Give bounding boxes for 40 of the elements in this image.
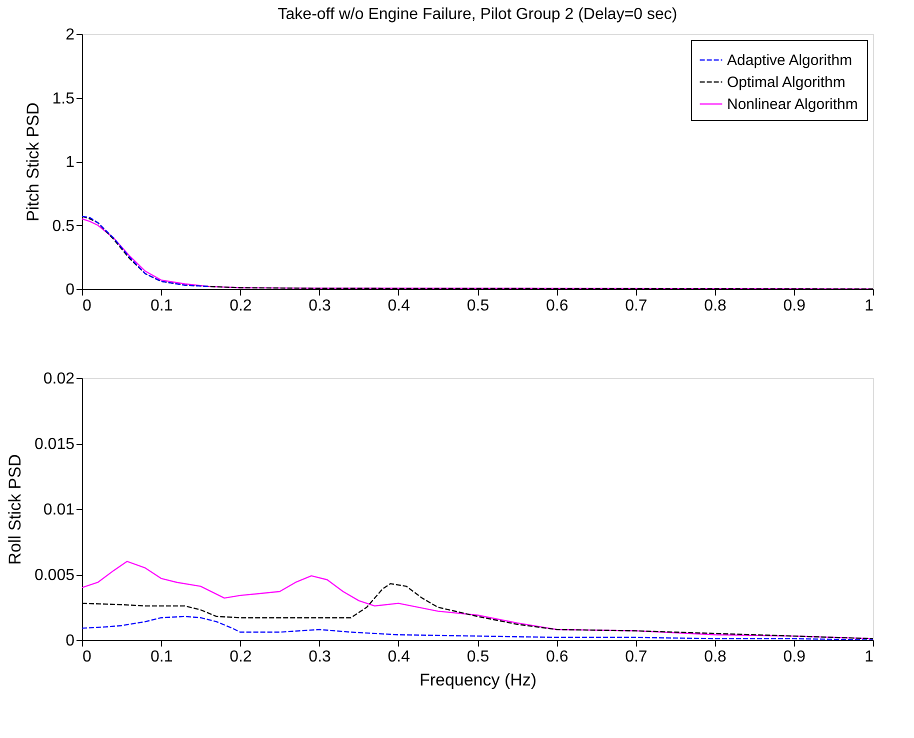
y-tick-label: 0.01 — [43, 502, 75, 518]
x-tick-label: 0.8 — [704, 648, 727, 666]
x-tick-label: 0.8 — [704, 298, 727, 314]
y-axis-title: Pitch Stick PSD — [23, 102, 42, 222]
x-tick-label: 0.6 — [546, 298, 568, 314]
line-series — [82, 216, 210, 288]
y-tick-label: 0.015 — [34, 436, 75, 453]
y-tick-label: 0 — [66, 632, 75, 650]
x-tick-label: 0.6 — [546, 648, 568, 666]
x-tick-label: 0.5 — [466, 648, 490, 666]
x-tick-label: 0 — [82, 298, 92, 314]
y-tick-label: 2 — [66, 26, 75, 44]
x-tick-label: 0.9 — [783, 648, 806, 666]
x-tick-label: 1 — [864, 298, 874, 314]
x-tick-label: 0.1 — [150, 298, 173, 314]
y-tick-label: 0.005 — [34, 567, 75, 584]
x-tick-label: 0.7 — [625, 298, 648, 314]
legend-label: Nonlinear Algorithm — [727, 96, 858, 113]
x-tick-label: 0.4 — [388, 298, 410, 314]
x-axis-title: Frequency (Hz) — [419, 670, 537, 690]
y-tick-label: 0.5 — [52, 218, 75, 235]
x-tick-label: 0.2 — [230, 648, 252, 666]
y-tick-label: 0.02 — [43, 370, 75, 388]
y-tick-label: 0 — [66, 282, 75, 298]
x-tick-label: 1 — [864, 648, 874, 666]
x-tick-label: 0 — [82, 648, 92, 666]
y-axis-title: Roll Stick PSD — [5, 454, 24, 565]
chart-title: Take-off w/o Engine Failure, Pilot Group 2 (Delay=0 sec) — [278, 6, 678, 23]
x-tick-label: 0.7 — [625, 648, 648, 666]
x-tick-label: 0.3 — [308, 298, 332, 314]
x-tick-label: 0.1 — [150, 648, 173, 666]
x-tick-label: 0.4 — [388, 648, 410, 666]
x-tick-label: 0.2 — [230, 298, 252, 314]
legend-label: Optimal Algorithm — [727, 74, 846, 91]
x-tick-label: 0.5 — [466, 298, 490, 314]
x-tick-label: 0.9 — [783, 298, 806, 314]
y-tick-label: 1 — [66, 154, 75, 171]
x-tick-label: 0.3 — [308, 648, 332, 666]
legend-label: Adaptive Algorithm — [727, 52, 852, 69]
y-tick-label: 1.5 — [52, 90, 75, 108]
